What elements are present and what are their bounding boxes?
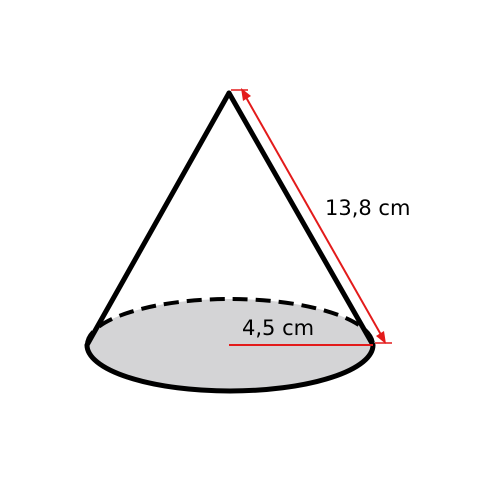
cone-base-front-solid <box>84 344 376 394</box>
slant-height-label: 13,8 cm <box>325 196 410 220</box>
cone-base-back-dashed <box>85 297 375 346</box>
slant-height-dimension <box>231 88 392 344</box>
cone-left-edge <box>84 90 232 348</box>
radius-label: 4,5 cm <box>242 316 314 340</box>
slant-dimension-arrowhead-bottom <box>376 331 386 344</box>
slant-dimension-line <box>242 91 385 341</box>
cone-right-edge <box>226 90 376 348</box>
slant-dimension-arrowhead-top <box>241 88 251 101</box>
